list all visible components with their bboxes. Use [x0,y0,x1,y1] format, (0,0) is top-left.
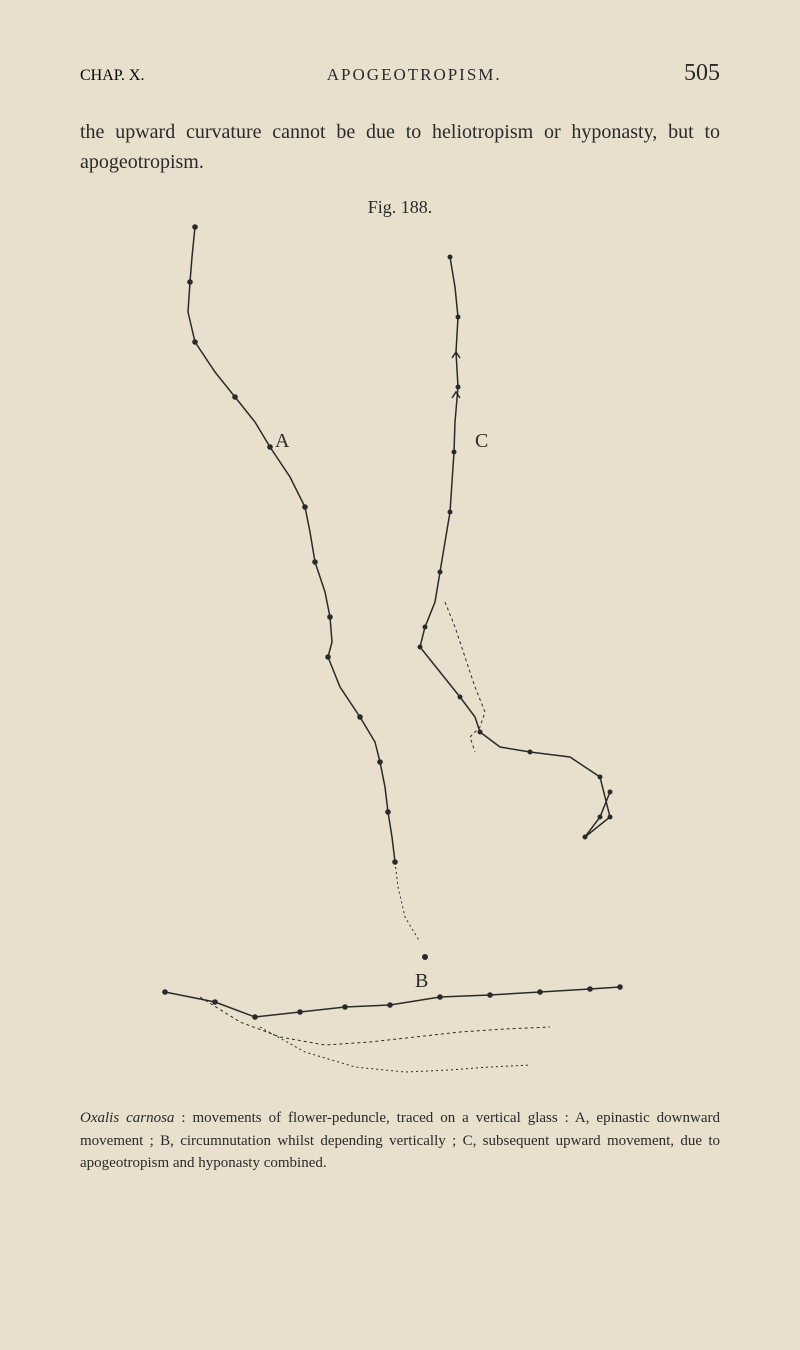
chapter-label: CHAP. X. [80,67,144,85]
page-title: APOGEOTROPISM. [327,65,502,85]
trace-a: A [187,224,398,865]
label-a: A [275,430,290,452]
figure-caption: Oxalis carnosa : movements of flower-ped… [80,1107,720,1175]
species-name: Oxalis carnosa [80,1110,174,1126]
figure-svg: A C [80,197,720,1097]
page-number: 505 [684,60,720,87]
caption-text: : movements of flower-peduncle, traced o… [80,1110,720,1171]
page-header: CHAP. X. APOGEOTROPISM. 505 [80,60,720,87]
body-paragraph: the upward curvature cannot be due to he… [80,117,720,177]
label-b: B [415,970,428,992]
trace-b: B [162,970,623,1072]
middle-branch [418,602,613,837]
arrow-right [583,790,613,840]
label-c: C [475,430,488,452]
figure-label: Fig. 188. [368,197,433,218]
trace-c: C [420,255,488,648]
figure-container: Fig. 188. A C [80,197,720,1097]
lower-tail [395,862,428,960]
